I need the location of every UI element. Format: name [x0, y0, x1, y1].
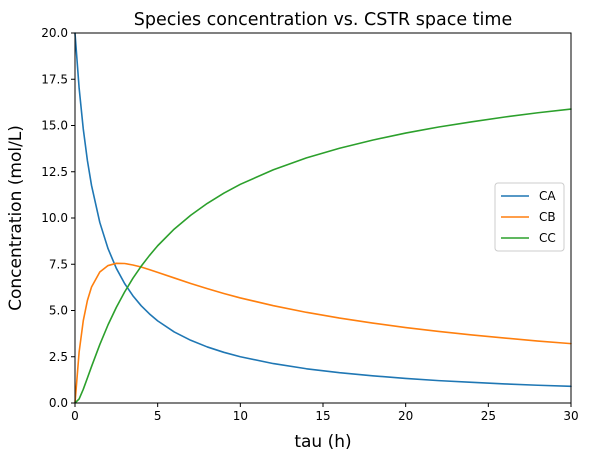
x-tick-label: 30 [563, 409, 578, 423]
plot-area-frame [74, 32, 572, 404]
legend-label-ca: CA [539, 189, 556, 203]
legend-label-cb: CB [539, 210, 556, 224]
y-tick-label: 10.0 [41, 211, 68, 225]
series-line-cb [74, 262, 572, 404]
x-tick-label: 5 [154, 409, 162, 423]
x-tick-label: 15 [315, 409, 330, 423]
y-tick-label: 5.0 [49, 304, 68, 318]
series-layer [74, 32, 572, 404]
y-tick-label: 17.5 [41, 72, 68, 86]
x-tick-label: 10 [233, 409, 248, 423]
y-axis-ticks: 0.0 2.5 5.0 7.5 10.0 12.5 15.0 17.5 20.0 [41, 26, 75, 410]
x-tick-label: 0 [71, 409, 79, 423]
y-tick-label: 15.0 [41, 119, 68, 133]
legend-label-cc: CC [539, 231, 556, 245]
x-axis-ticks: 0 5 10 15 20 25 30 [71, 403, 579, 423]
y-tick-label: 2.5 [49, 350, 68, 364]
legend-box [494, 182, 565, 252]
x-axis-title: tau (h) [294, 432, 351, 452]
y-tick-label: 12.5 [41, 165, 68, 179]
x-tick-label: 20 [398, 409, 413, 423]
series-line-ca [74, 32, 572, 388]
y-tick-label: 0.0 [49, 396, 68, 410]
series-line-cc [74, 108, 572, 404]
y-axis-title: Concentration (mol/L) [6, 125, 26, 311]
y-tick-label: 7.5 [49, 257, 68, 271]
y-tick-label: 20.0 [41, 26, 68, 40]
legend: CA CB CC [494, 182, 565, 252]
x-tick-label: 25 [481, 409, 496, 423]
chart-title: Species concentration vs. CSTR space tim… [134, 10, 512, 30]
